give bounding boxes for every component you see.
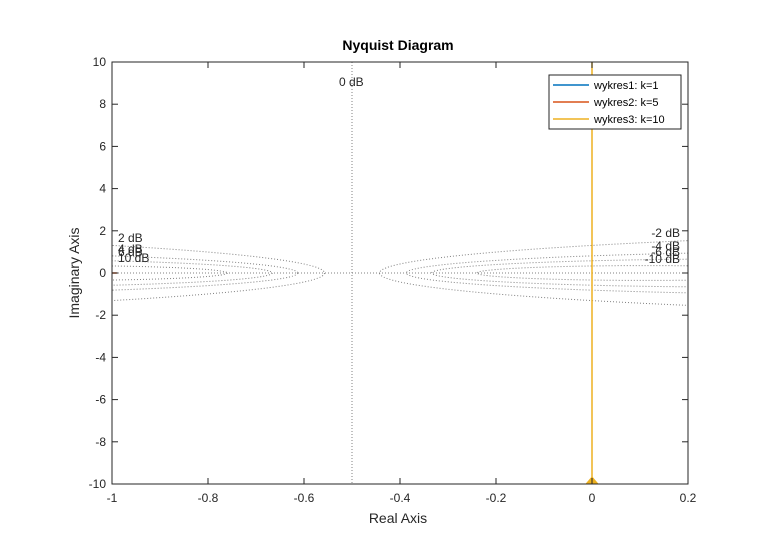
y-tick-label-10: 10 [93, 55, 107, 69]
db-label-left-3: 10 dB [118, 251, 149, 265]
db-grid-circle-6 [112, 255, 299, 291]
y-tick-label-2: -6 [95, 393, 106, 407]
db-label-left-1: 4 dB [118, 242, 143, 256]
legend-label-2: wykres2: k=5 [593, 97, 659, 109]
db-grid-circle-8 [112, 265, 228, 281]
legend-label-3: wykres3: k=10 [593, 114, 665, 126]
y-tick-label-4: -2 [95, 308, 106, 322]
x-tick-label-2: -0.6 [294, 491, 315, 505]
x-tick-label-4: -0.2 [486, 491, 507, 505]
y-tick-label-5: 0 [99, 266, 106, 280]
y-tick-label-1: -8 [95, 435, 106, 449]
y-tick-label-6: 2 [99, 224, 106, 238]
legend[interactable]: wykres1: k=1 wykres2: k=5 wykres3: k=10 [548, 74, 682, 130]
db-label-zero: 0 dB [339, 75, 364, 89]
x-axis-label: Real Axis [369, 510, 427, 526]
x-tick-label-0: -1 [107, 491, 118, 505]
db-label-left-2: 6 dB [118, 245, 143, 259]
y-tick-label-3: -4 [95, 350, 106, 364]
y-tick-label-8: 6 [99, 139, 106, 153]
db-label-left-0: 2 dB [118, 231, 143, 245]
db-grid-circle-5 [112, 244, 325, 302]
x-tick-label-3: -0.4 [390, 491, 411, 505]
y-axis-label: Imaginary Axis [66, 227, 82, 318]
db-label-right-2: -6 dB [651, 245, 680, 259]
x-tick-label-5: 0 [589, 491, 596, 505]
db-grid-circle-0 [476, 265, 688, 281]
db-grid-circle-7 [112, 260, 273, 286]
y-tick-label-0: -10 [89, 477, 107, 491]
y-tick-label-7: 4 [99, 182, 106, 196]
legend-label-1: wykres1: k=1 [593, 80, 659, 92]
db-label-right-1: -4 dB [651, 239, 680, 253]
chart-title: Nyquist Diagram [342, 37, 453, 53]
x-tick-label-6: 0.2 [680, 491, 697, 505]
x-tick-label-1: -0.8 [198, 491, 219, 505]
y-tick-label-9: 8 [99, 97, 106, 111]
db-label-right-0: -2 dB [651, 226, 680, 240]
db-label-right-3: -10 dB [645, 252, 680, 266]
